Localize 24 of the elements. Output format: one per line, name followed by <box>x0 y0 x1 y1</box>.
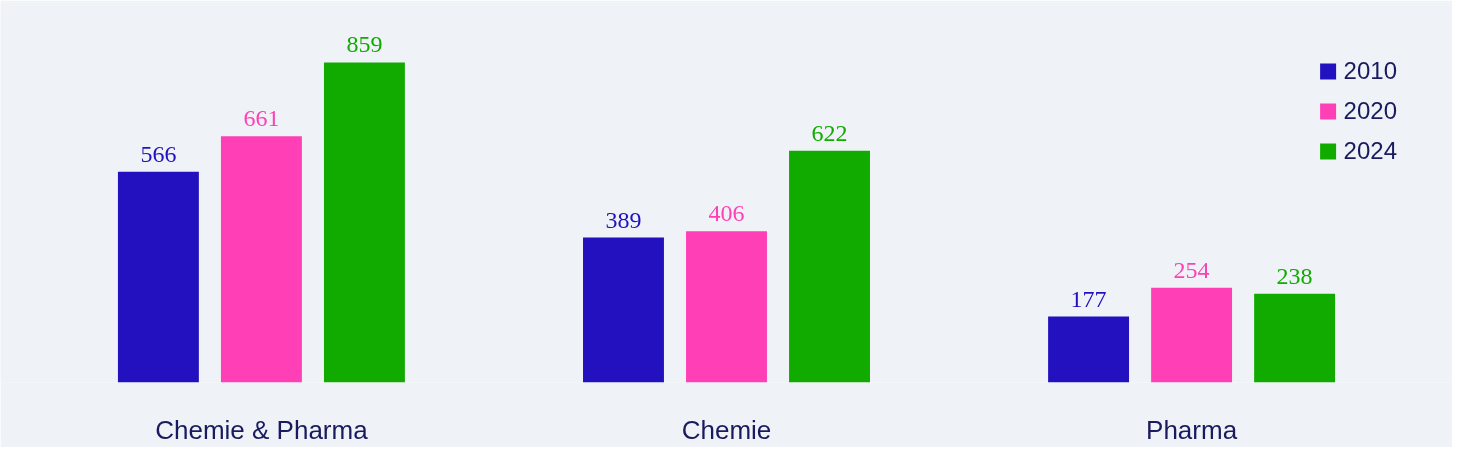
data-label: 566 <box>140 140 177 167</box>
legend-label: 2010 <box>1343 57 1397 85</box>
x-tick-label: Pharma <box>1146 414 1238 445</box>
bar <box>1254 293 1336 383</box>
bar <box>583 237 664 383</box>
legend-label: 2024 <box>1343 137 1397 165</box>
x-tick-label: Chemie & Pharma <box>155 414 369 445</box>
bar <box>1151 287 1233 383</box>
data-label: 661 <box>243 105 280 132</box>
legend-label: 2020 <box>1343 97 1397 125</box>
data-label: 254 <box>1173 256 1210 283</box>
data-label: 238 <box>1276 262 1313 289</box>
bar <box>686 231 767 383</box>
bar <box>789 150 870 383</box>
data-label: 859 <box>346 31 383 58</box>
x-tick-label: Chemie <box>681 414 772 445</box>
bar <box>117 171 199 383</box>
data-label: 406 <box>708 200 745 227</box>
bar <box>220 136 302 383</box>
data-label: 389 <box>605 206 642 233</box>
data-label: 622 <box>811 119 848 146</box>
bar <box>1048 316 1130 383</box>
data-label: 177 <box>1070 285 1107 312</box>
bar <box>323 62 405 383</box>
